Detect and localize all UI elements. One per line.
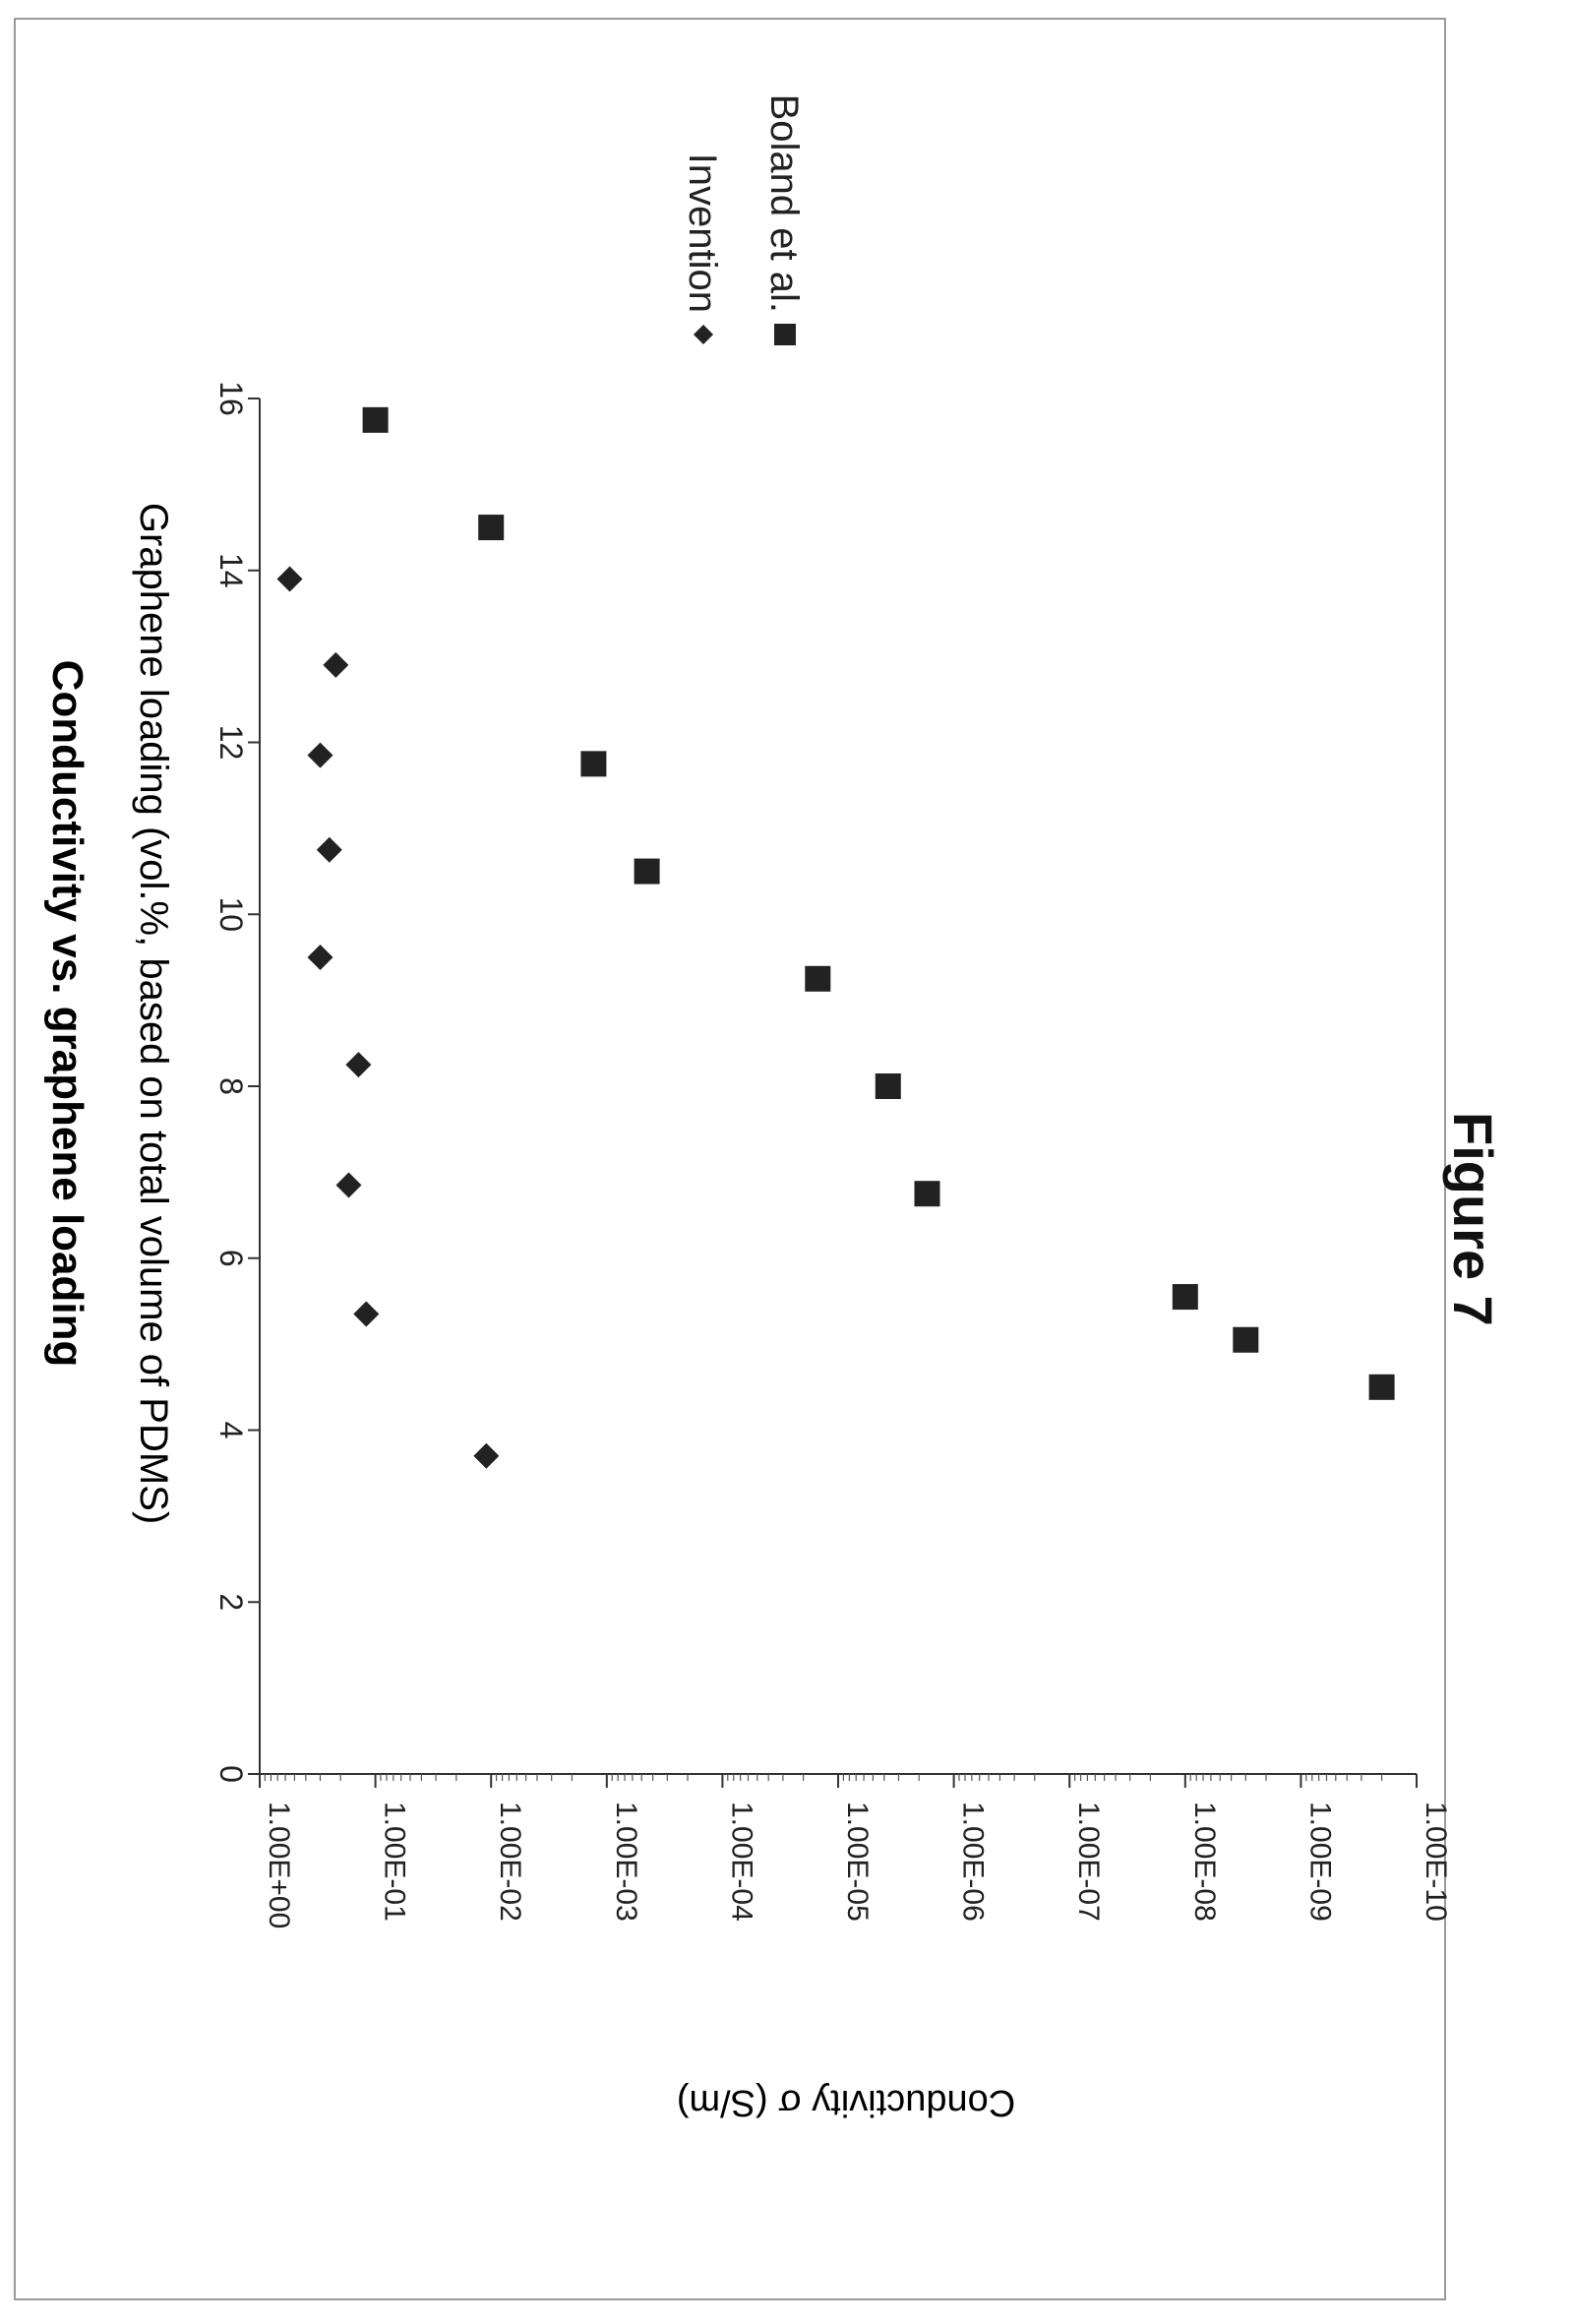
- boland-point: [1233, 1326, 1259, 1353]
- invention-point: [345, 1052, 372, 1078]
- x-tick-label: 0: [213, 1765, 249, 1783]
- x-tick-label: 16: [213, 381, 249, 416]
- y-tick-label: 1.00E-05: [841, 1802, 874, 1922]
- boland-point: [634, 858, 660, 885]
- boland-point: [1172, 1284, 1198, 1311]
- legend-marker-invention: [694, 325, 713, 344]
- legend-label: Boland et al.: [762, 94, 806, 313]
- x-tick-label: 10: [213, 896, 249, 932]
- y-tick-label: 1.00E+00: [263, 1802, 295, 1928]
- y-tick-label: 1.00E-07: [1072, 1802, 1105, 1922]
- invention-point: [307, 742, 333, 768]
- axes: 0 2 4 6 8 10 12 14 16 1.00E+00 1.00E-01 1.00E-02 1.0…: [213, 381, 1452, 1928]
- boland-point: [805, 965, 831, 992]
- legend: Invention Boland et al.: [681, 94, 806, 345]
- invention-point: [316, 836, 342, 863]
- invention-point: [323, 651, 349, 678]
- boland-point: [875, 1073, 901, 1099]
- figure-label: Figure 7: [1442, 1112, 1504, 1326]
- y-tick-label: 1.00E-10: [1420, 1802, 1452, 1922]
- boland-point: [362, 406, 389, 433]
- y-tick-label: 1.00E-02: [494, 1802, 526, 1922]
- boland-point: [478, 515, 505, 541]
- invention-point: [276, 566, 303, 592]
- figure-frame: [14, 18, 1446, 2300]
- x-axis-label: Graphene loading (vol.%, based on total …: [132, 503, 175, 1524]
- x-tick-label: 12: [213, 725, 249, 761]
- invention-point: [335, 1172, 362, 1198]
- x-tick-label: 2: [213, 1593, 249, 1611]
- y-tick-label: 1.00E-01: [379, 1802, 411, 1922]
- y-tick-label: 1.00E-03: [610, 1802, 642, 1922]
- titles: Conductivity vs. graphene loading Graphe…: [43, 503, 1015, 2123]
- y-axis-label: Conductivity σ (S/m): [677, 2082, 1015, 2123]
- boland-point: [1368, 1374, 1395, 1400]
- chart-title: Conductivity vs. graphene loading: [43, 660, 91, 1368]
- x-tick-label: 8: [213, 1077, 249, 1095]
- legend-label: Invention: [681, 153, 724, 313]
- data-marks: [276, 406, 1395, 1469]
- x-tick-label: 6: [213, 1250, 249, 1267]
- y-tick-label: 1.00E-04: [725, 1802, 757, 1922]
- invention-point: [353, 1301, 380, 1327]
- invention-point: [473, 1442, 500, 1469]
- y-tick-label: 1.00E-08: [1188, 1802, 1221, 1922]
- invention-point: [307, 944, 333, 970]
- boland-point: [580, 751, 607, 777]
- y-tick-label: 1.00E-09: [1303, 1802, 1336, 1922]
- boland-point: [914, 1181, 940, 1207]
- x-tick-label: 14: [213, 553, 249, 588]
- y-tick-label: 1.00E-06: [957, 1802, 990, 1922]
- x-tick-label: 4: [213, 1422, 249, 1439]
- legend-marker-boland: [774, 324, 796, 345]
